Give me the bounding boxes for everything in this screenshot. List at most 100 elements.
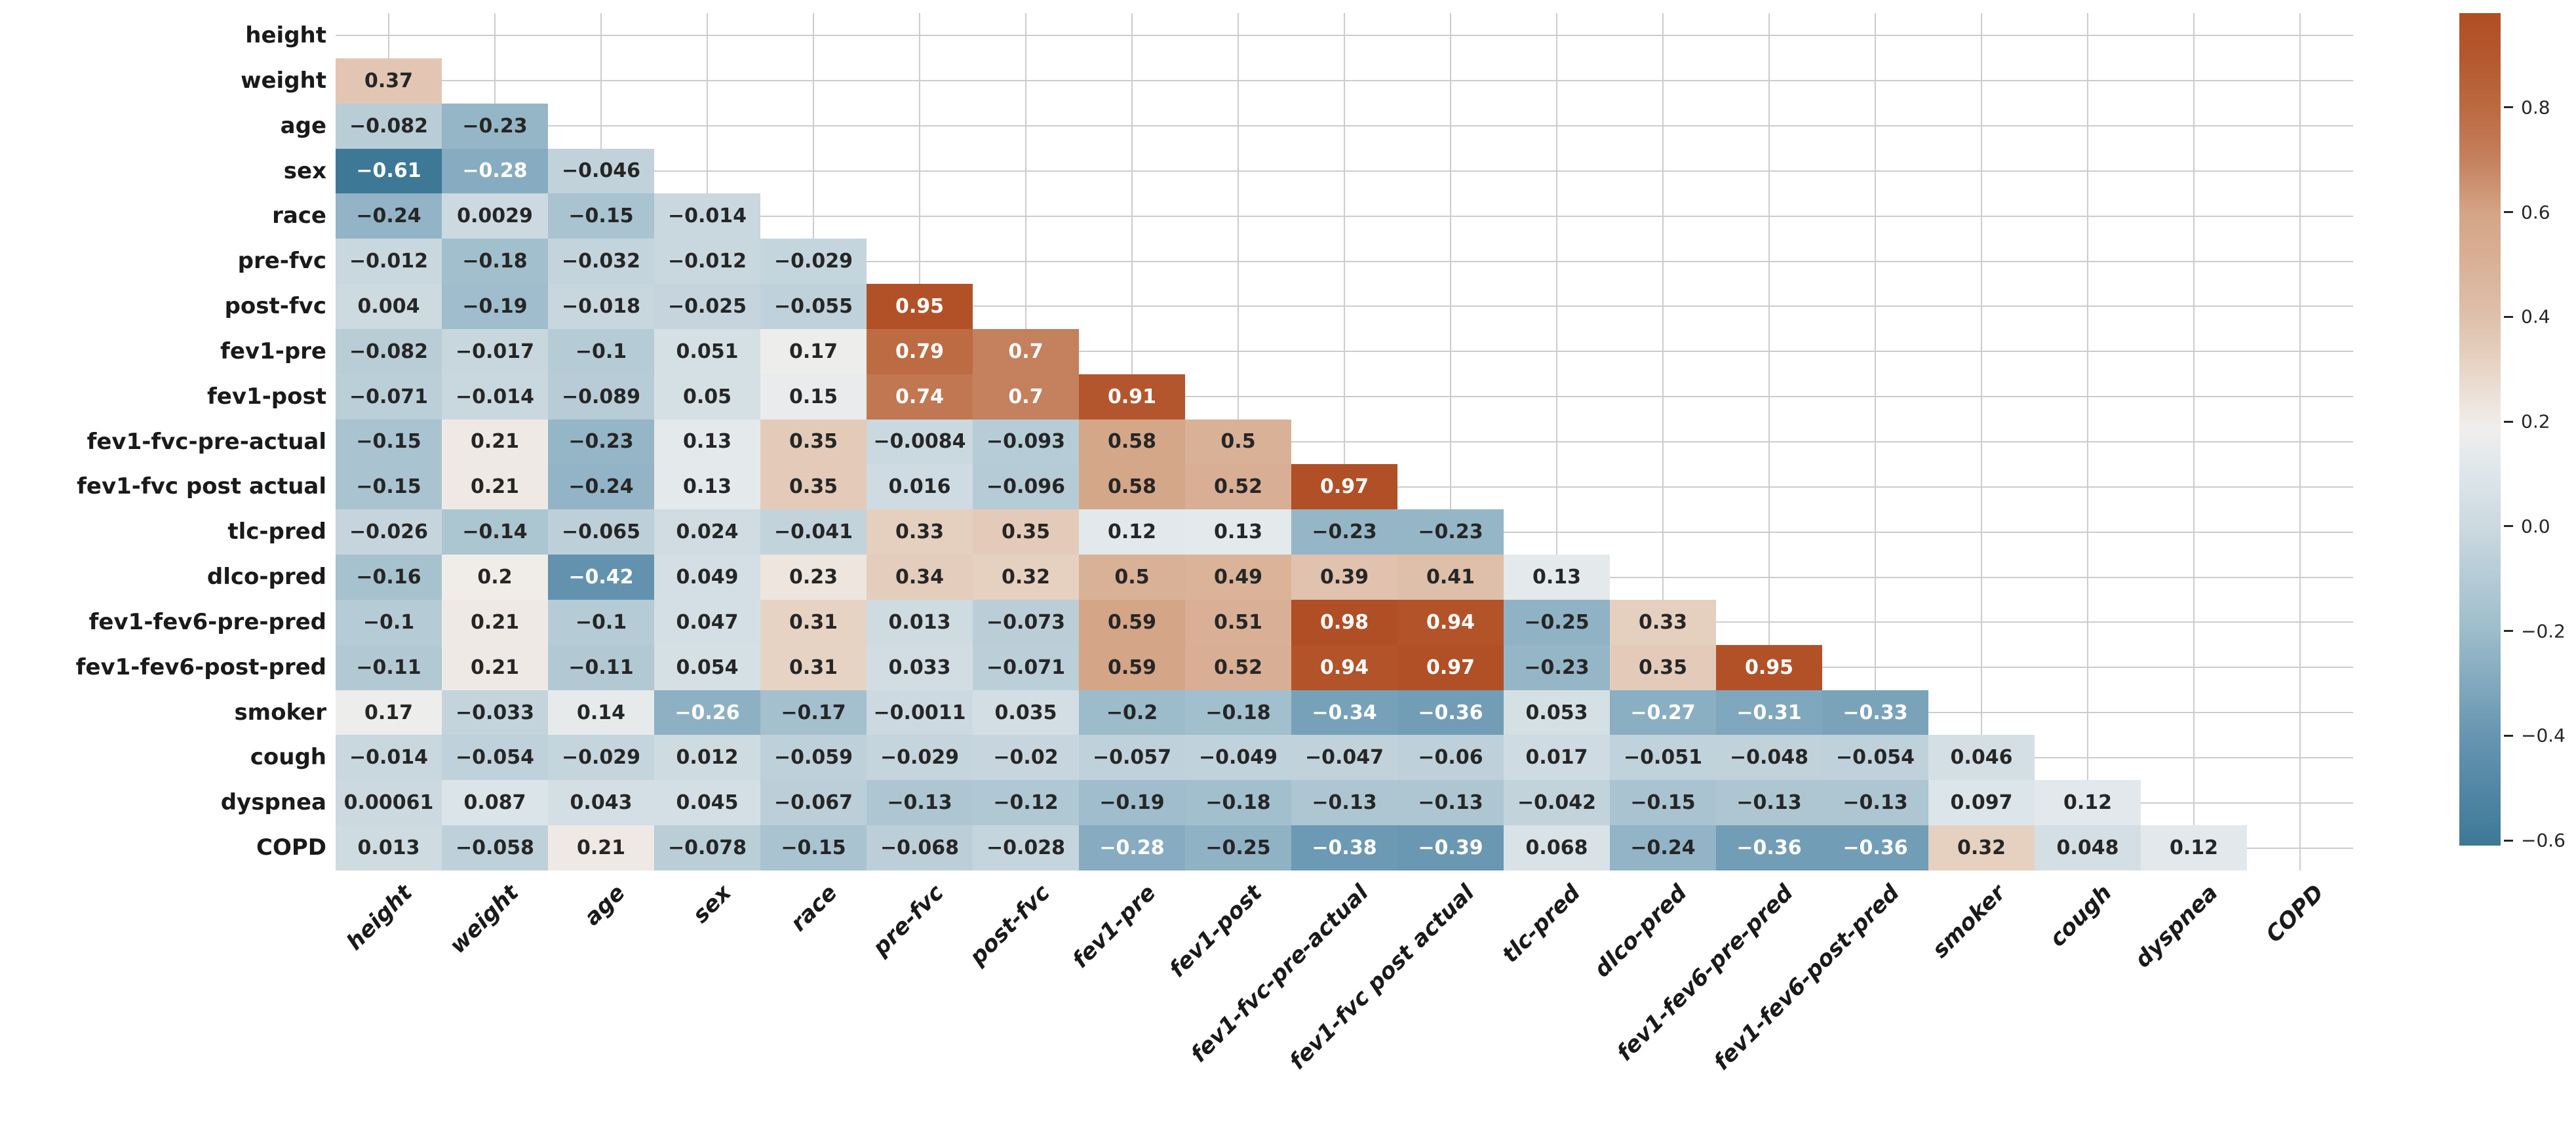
heatmap-cell-dyspnea-x-fev1-fvc-pre-actual: −0.13 (1291, 780, 1397, 826)
col-label-race: race (785, 880, 843, 937)
heatmap-cell-smoker-x-height: 0.17 (336, 690, 442, 735)
heatmap-cell-fev1-post-x-weight: −0.014 (442, 374, 548, 420)
heatmap-cell-fev1-fvc-pre-actual-x-race: 0.35 (760, 419, 867, 465)
colorbar-tick-label-0.6: 0.6 (2521, 201, 2550, 224)
heatmap-cell-post-fvc-x-sex: −0.025 (654, 284, 760, 329)
colorbar-tick-mark (2504, 315, 2513, 318)
row-label-height: height (245, 22, 326, 49)
heatmap-cell-post-fvc-x-height: 0.004 (336, 284, 442, 329)
heatmap-cell-smoker-x-post-fvc: 0.035 (973, 690, 1079, 735)
heatmap-cell-COPD-x-fev1-pre: −0.28 (1079, 825, 1185, 870)
heatmap-cell-fev1-fev6-pre-pred-x-sex: 0.047 (654, 599, 760, 645)
heatmap-cell-COPD-x-smoker: 0.32 (1928, 825, 2035, 870)
heatmap-cell-fev1-fvc post actual-x-sex: 0.13 (654, 464, 760, 510)
col-label-COPD: COPD (2261, 880, 2330, 948)
heatmap-cell-fev1-fev6-post-pred-x-pre-fvc: 0.033 (867, 644, 973, 690)
heatmap-cell-fev1-post-x-race: 0.15 (760, 374, 867, 420)
col-label-height: height (342, 880, 418, 956)
heatmap-cell-fev1-post-x-fev1-pre: 0.91 (1079, 374, 1185, 420)
heatmap-cell-COPD-x-dlco-pred: −0.24 (1610, 825, 1716, 870)
heatmap-cell-dlco-pred-x-tlc-pred: 0.13 (1504, 555, 1610, 600)
heatmap-cell-fev1-fvc post actual-x-race: 0.35 (760, 464, 867, 510)
heatmap-cell-fev1-post-x-sex: 0.05 (654, 374, 760, 420)
heatmap-cell-COPD-x-tlc-pred: 0.068 (1504, 825, 1610, 870)
heatmap-cell-fev1-fvc post actual-x-fev1-post: 0.52 (1185, 464, 1291, 510)
heatmap-cell-fev1-fev6-pre-pred-x-height: −0.1 (336, 599, 442, 645)
heatmap-cell-COPD-x-weight: −0.058 (442, 825, 548, 870)
gridline-vertical (1662, 13, 1664, 870)
heatmap-cell-fev1-fev6-post-pred-x-fev1-post: 0.52 (1185, 644, 1291, 690)
colorbar-tick-mark (2504, 211, 2513, 214)
heatmap-cell-cough-x-smoker: 0.046 (1928, 735, 2035, 781)
heatmap-cell-pre-fvc-x-age: −0.032 (548, 239, 654, 284)
heatmap-cell-weight-x-height: 0.37 (336, 58, 442, 104)
heatmap-cell-dlco-pred-x-height: −0.16 (336, 555, 442, 600)
heatmap-cell-fev1-fev6-pre-pred-x-dlco-pred: 0.33 (1610, 599, 1716, 645)
gridline-vertical (1450, 13, 1451, 870)
heatmap-cell-dyspnea-x-fev1-pre: −0.19 (1079, 780, 1185, 826)
heatmap-cell-fev1-fev6-post-pred-x-tlc-pred: −0.23 (1504, 644, 1610, 690)
heatmap-cell-fev1-post-x-post-fvc: 0.7 (973, 374, 1079, 420)
colorbar-tick-label-0.0: 0.0 (2521, 515, 2550, 538)
colorbar-tick-label-0.2: 0.2 (2521, 410, 2550, 433)
heatmap-cell-fev1-fev6-post-pred-x-age: −0.11 (548, 644, 654, 690)
col-label-weight: weight (444, 880, 524, 959)
heatmap-cell-dyspnea-x-fev1-fvc post actual: −0.13 (1397, 780, 1504, 826)
heatmap-cell-fev1-fev6-pre-pred-x-weight: 0.21 (442, 599, 548, 645)
heatmap-cell-race-x-height: −0.24 (336, 193, 442, 239)
heatmap-cell-COPD-x-fev1-post: −0.25 (1185, 825, 1291, 870)
row-label-sex: sex (283, 157, 326, 184)
heatmap-cell-dlco-pred-x-sex: 0.049 (654, 555, 760, 600)
heatmap-cell-fev1-fvc-pre-actual-x-height: −0.15 (336, 419, 442, 465)
gridline-vertical (1981, 13, 1982, 870)
col-label-smoker: smoker (1926, 880, 2011, 964)
col-label-sex: sex (687, 880, 737, 929)
heatmap-cell-fev1-fev6-post-pred-x-race: 0.31 (760, 644, 867, 690)
col-label-tlc-pred: tlc-pred (1497, 880, 1586, 968)
heatmap-cell-COPD-x-post-fvc: −0.028 (973, 825, 1079, 870)
heatmap-cell-fev1-fvc post actual-x-post-fvc: −0.096 (973, 464, 1079, 510)
heatmap-cell-fev1-fev6-post-pred-x-weight: 0.21 (442, 644, 548, 690)
row-label-fev1-fev6-pre-pred: fev1-fev6-pre-pred (88, 608, 326, 635)
heatmap-cell-fev1-fvc-pre-actual-x-weight: 0.21 (442, 419, 548, 465)
heatmap-cell-fev1-fev6-post-pred-x-fev1-fvc-pre-actual: 0.94 (1291, 644, 1397, 690)
heatmap-cell-age-x-height: −0.082 (336, 103, 442, 149)
heatmap-cell-fev1-fev6-pre-pred-x-fev1-pre: 0.59 (1079, 599, 1185, 645)
heatmap-cell-dyspnea-x-post-fvc: −0.12 (973, 780, 1079, 826)
col-label-fev1-pre: fev1-pre (1067, 880, 1161, 973)
heatmap-cell-cough-x-pre-fvc: −0.029 (867, 735, 973, 781)
heatmap-cell-dlco-pred-x-race: 0.23 (760, 555, 867, 600)
heatmap-cell-smoker-x-pre-fvc: −0.0011 (867, 690, 973, 735)
heatmap-cell-dlco-pred-x-fev1-fvc post actual: 0.41 (1397, 555, 1504, 600)
col-label-age: age (579, 880, 631, 931)
colorbar-tick-mark (2504, 734, 2513, 737)
heatmap-cell-dyspnea-x-dlco-pred: −0.15 (1610, 780, 1716, 826)
colorbar-tick-mark (2504, 525, 2513, 528)
heatmap-cell-fev1-fev6-pre-pred-x-fev1-post: 0.51 (1185, 599, 1291, 645)
heatmap-cell-COPD-x-height: 0.013 (336, 825, 442, 870)
colorbar-tick-mark (2504, 420, 2513, 423)
col-label-fev1-fvc-pre-actual: fev1-fvc-pre-actual (1185, 880, 1374, 1068)
heatmap-cell-pre-fvc-x-sex: −0.012 (654, 239, 760, 284)
heatmap-cell-cough-x-fev1-fev6-post-pred: −0.054 (1822, 735, 1928, 781)
heatmap-cell-fev1-fev6-post-pred-x-fev1-fev6-pre-pred: 0.95 (1716, 644, 1822, 690)
heatmap-cell-fev1-fvc post actual-x-fev1-fvc-pre-actual: 0.97 (1291, 464, 1397, 510)
colorbar-tick-label--0.6: −0.6 (2521, 829, 2566, 851)
heatmap-cell-race-x-age: −0.15 (548, 193, 654, 239)
heatmap-cell-dyspnea-x-race: −0.067 (760, 780, 867, 826)
heatmap-cell-cough-x-fev1-pre: −0.057 (1079, 735, 1185, 781)
heatmap-cell-dyspnea-x-age: 0.043 (548, 780, 654, 826)
heatmap-cell-COPD-x-fev1-fvc post actual: −0.39 (1397, 825, 1504, 870)
heatmap-cell-pre-fvc-x-height: −0.012 (336, 239, 442, 284)
heatmap-cell-dlco-pred-x-age: −0.42 (548, 555, 654, 600)
heatmap-cell-cough-x-fev1-fev6-pre-pred: −0.048 (1716, 735, 1822, 781)
heatmap-cell-COPD-x-fev1-fvc-pre-actual: −0.38 (1291, 825, 1397, 870)
heatmap-cell-fev1-fev6-pre-pred-x-age: −0.1 (548, 599, 654, 645)
heatmap-cell-fev1-pre-x-height: −0.082 (336, 328, 442, 374)
heatmap-cell-COPD-x-dyspnea: 0.12 (2141, 825, 2247, 870)
heatmap-cell-fev1-fev6-pre-pred-x-tlc-pred: −0.25 (1504, 599, 1610, 645)
heatmap-cell-smoker-x-fev1-fvc-pre-actual: −0.34 (1291, 690, 1397, 735)
heatmap-cell-smoker-x-fev1-post: −0.18 (1185, 690, 1291, 735)
heatmap-cell-cough-x-dlco-pred: −0.051 (1610, 735, 1716, 781)
heatmap-cell-tlc-pred-x-age: −0.065 (548, 509, 654, 555)
